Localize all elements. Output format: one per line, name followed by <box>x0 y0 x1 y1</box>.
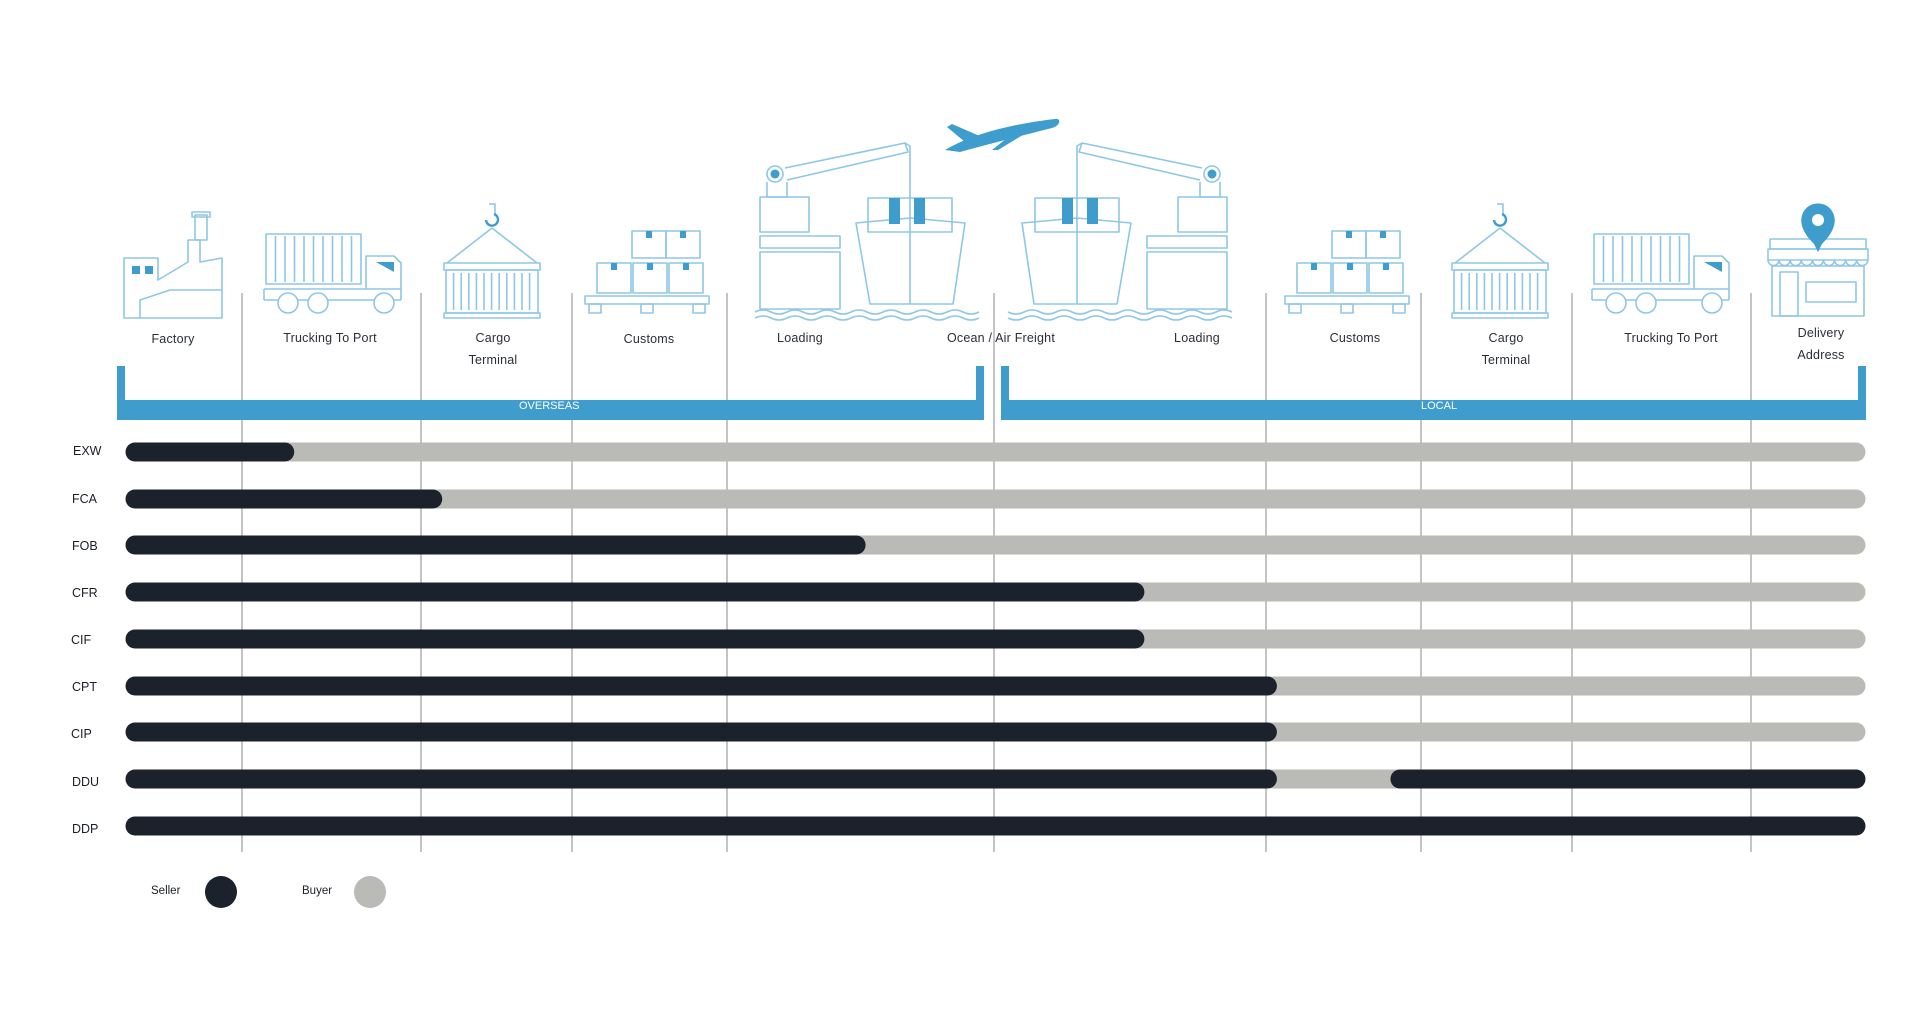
step-label-ocean-air-freight: Ocean / Air Freight <box>946 331 1055 345</box>
truck-icon-origin <box>263 233 402 314</box>
local-band <box>1005 400 1862 420</box>
region-label-local: LOCAL <box>1421 400 1458 412</box>
store-pin-icon <box>1767 203 1869 317</box>
step-label-cargo-terminal-destination: Cargo Terminal <box>1481 331 1531 367</box>
incoterm-label-ddp: DDP <box>72 822 99 836</box>
legend-seller-label: Seller <box>151 885 181 897</box>
container-crane-icon-origin <box>443 203 541 319</box>
incoterm-label-cif: CIF <box>71 633 92 647</box>
incoterm-label-exw: EXW <box>73 444 102 458</box>
step-label-delivery-address: Delivery Address <box>1797 326 1845 362</box>
incoterm-label-cpt: CPT <box>72 680 97 694</box>
incoterm-label-fob: FOB <box>72 539 98 553</box>
step-label-trucking-to-port-destination: Trucking To Port <box>1624 331 1718 345</box>
step-label-cargo-terminal: Cargo Terminal <box>468 331 518 367</box>
step-label-trucking-to-port: Trucking To Port <box>283 331 377 345</box>
incoterm-label-fca: FCA <box>72 492 97 506</box>
truck-icon-destination <box>1591 233 1730 314</box>
boxes-pallet-icon-destination <box>1284 230 1410 314</box>
region-label-overseas: OVERSEAS <box>519 400 580 412</box>
step-label-customs-destination: Customs <box>1329 331 1381 345</box>
container-crane-icon-destination <box>1451 203 1549 319</box>
step-label-customs: Customs <box>623 332 675 346</box>
incoterm-label-cip: CIP <box>71 727 92 741</box>
crane-ship-icon-destination <box>1007 142 1233 321</box>
legend-buyer-label: Buyer <box>302 885 333 897</box>
factory-icon <box>123 211 223 319</box>
crane-ship-icon-origin <box>754 142 980 321</box>
step-label-factory: Factory <box>151 332 195 346</box>
legend-seller-swatch <box>205 876 237 908</box>
boxes-pallet-icon-origin <box>584 230 710 314</box>
overseas-band <box>121 400 980 420</box>
incoterm-label-ddu: DDU <box>72 775 100 789</box>
incoterm-label-cfr: CFR <box>72 586 98 600</box>
step-label-loading: Loading <box>777 331 823 345</box>
airplane-icon <box>945 118 1060 152</box>
legend-buyer-swatch <box>354 876 386 908</box>
step-label-loading-destination: Loading <box>1174 331 1220 345</box>
